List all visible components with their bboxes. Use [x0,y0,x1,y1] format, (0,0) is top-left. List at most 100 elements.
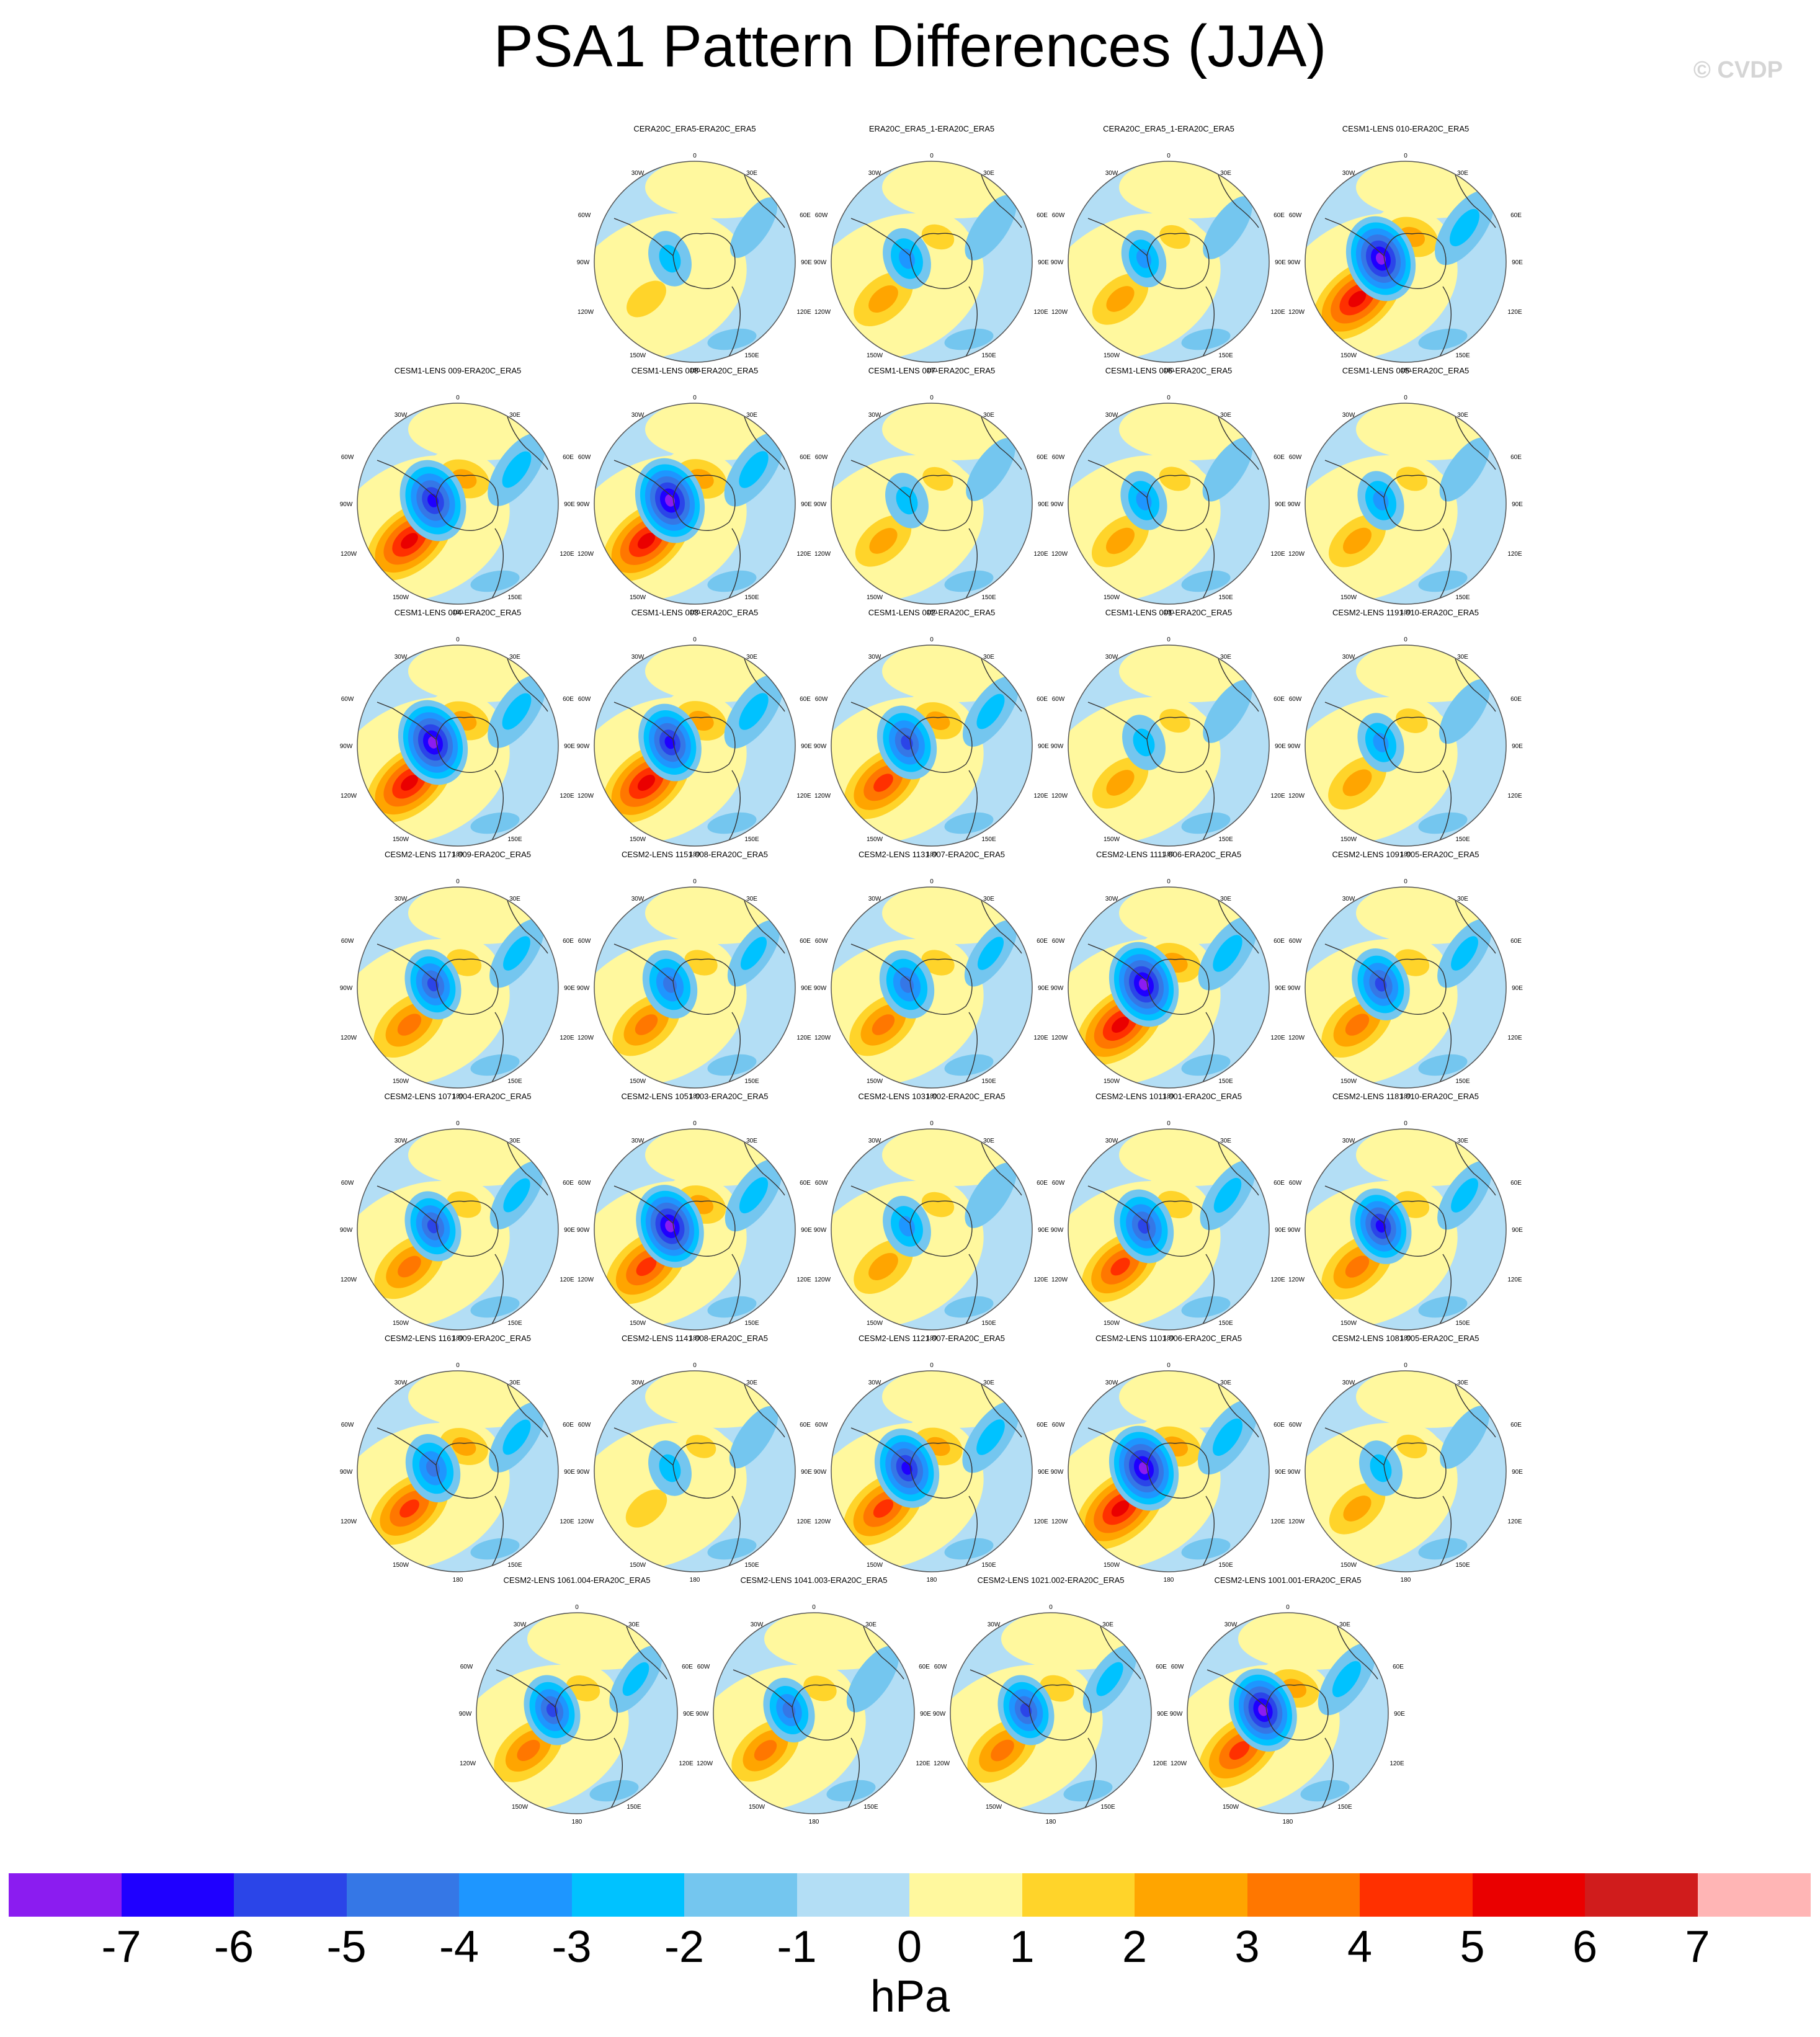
longitude-label: 90E [1038,259,1049,266]
negative-anomaly [1120,471,1167,530]
map-panel-title: CESM1-LENS 003-ERA20C_ERA5 [631,608,759,617]
polar-map: 0 30W 30E 60W 90W 120W 60E 90E 120E 150W 180 150E [1051,394,1286,615]
map-border [594,161,796,363]
longitude-label: 90E [1275,743,1286,750]
longitude-label: 0 [930,1120,934,1127]
negative-anomaly [404,1191,462,1262]
longitude-label: 0 [456,636,460,643]
longitude-label: 150W [393,594,409,601]
longitude-label: 120E [796,1518,811,1525]
longitude-label: 90E [564,1227,575,1234]
longitude-label: 60W [1052,1180,1065,1187]
coastline [1324,658,1496,845]
colorbar-box [459,1873,572,1917]
coastline [850,900,1022,1087]
longitude-label: 120W [814,551,831,558]
longitude-label: 0 [1404,394,1407,401]
colorbar-tick-label: -2 [664,1922,705,1972]
coastline [377,658,548,845]
map-border [594,886,796,1089]
longitude-label: 150E [1455,1320,1470,1327]
colorbar-box [571,1873,685,1917]
longitude-label: 60E [1510,212,1522,219]
longitude-label: 30W [868,654,881,661]
longitude-label: 60E [563,454,574,461]
negative-anomaly [489,919,544,988]
longitude-label: 120W [578,1277,594,1283]
longitude-label: 120W [814,1518,831,1525]
longitude-label: 120W [1051,551,1068,558]
polar-map: 0 30W 30E 60W 90W 120W 60E 90E 120E 150W 180 150E [1051,636,1286,857]
longitude-label: 60W [1052,454,1065,461]
longitude-label: 30E [509,654,520,661]
longitude-label: 60E [682,1664,693,1670]
negative-anomaly [488,433,546,506]
longitude-label: 30E [1220,170,1231,177]
longitude-label: 90W [577,259,590,266]
longitude-label: 60W [578,454,591,461]
longitude-label: 90E [1275,985,1286,992]
longitude-label: 120E [1507,1035,1522,1041]
longitude-label: 150W [867,352,883,359]
map-panel-title: CESM2-LENS 1171.009-ERA20C_ERA5 [384,850,532,859]
map-panel-title: CESM2-LENS 1101.006-ERA20C_ERA5 [1095,1334,1242,1343]
longitude-label: 150W [867,1320,883,1327]
map-panel-title: CESM2-LENS 1161.009-ERA20C_ERA5 [384,1334,532,1343]
longitude-label: 180 [1164,1577,1174,1583]
polar-map: 0 30W 30E 60W 90W 120W 60E 90E 120E 150W 180 150E [340,878,575,1099]
negative-anomaly [589,1780,639,1802]
longitude-label: 90W [340,985,353,992]
longitude-label: 60W [578,1180,591,1187]
longitude-label: 150W [630,594,646,601]
longitude-label: 180 [1046,1819,1056,1825]
longitude-label: 0 [812,1604,816,1611]
negative-anomaly [470,1296,520,1318]
longitude-label: 30E [1220,896,1231,903]
longitude-label: 60W [1171,1664,1184,1670]
negative-anomaly [1181,1296,1231,1318]
longitude-label: 150W [1340,1562,1357,1569]
negative-anomaly [642,950,698,1019]
longitude-label: 180 [1164,1335,1174,1341]
map-panel: CESM2-LENS 1141.008-ERA20C_ERA5 0 30W 30E 60… [577,1334,813,1583]
polar-map: 0 30W 30E 60W 90W 120W 60E 90E 120E 150W 180 150E [577,394,812,615]
map-border [1068,1128,1270,1331]
longitude-label: 150E [627,1804,641,1811]
longitude-label: 120W [814,1277,831,1283]
longitude-label: 30E [983,170,994,177]
map-border [1305,1128,1507,1331]
map-panel-title: CERA20C_ERA5_1-ERA20C_ERA5 [1103,124,1234,133]
longitude-label: 60W [1289,212,1302,219]
colorbar-tick-label: 7 [1685,1922,1710,1972]
polar-map: 0 30W 30E 60W 90W 120W 60E 90E 120E 150W 180 150E [1288,394,1523,615]
longitude-label: 60W [341,696,354,703]
coastline [733,1626,904,1813]
longitude-label: 30W [631,1380,645,1386]
longitude-label: 120W [1288,551,1305,558]
longitude-label: 90E [801,1227,812,1234]
polar-map: 0 30W 30E 60W 90W 120W 60E 90E 120E 150W 180 150E [814,1362,1049,1583]
longitude-label: 120W [1051,1518,1068,1525]
longitude-label: 60E [1274,1422,1285,1429]
longitude-label: 120E [560,551,574,558]
polar-map: 0 30W 30E 60W 90W 120W 60E 90E 120E 150W 180 150E [340,636,575,857]
colorbar-box [684,1873,797,1917]
longitude-label: 30E [746,896,757,903]
map-border [357,1370,559,1572]
positive-anomaly [663,1175,739,1234]
longitude-label: 120E [796,1035,811,1041]
longitude-label: 120E [679,1760,694,1767]
map-panel-title: CESM2-LENS 1181.010-ERA20C_ERA5 [1332,1092,1479,1101]
longitude-label: 120E [916,1760,930,1767]
longitude-label: 0 [930,394,934,401]
longitude-label: 150E [981,352,996,359]
map-panel: CESM1-LENS 003-ERA20C_ERA5 0 30W 30E 60W 90W 1… [577,608,813,857]
longitude-label: 0 [1167,1362,1171,1369]
longitude-label: 150E [1455,1078,1470,1085]
longitude-label: 30W [631,412,645,419]
longitude-label: 150W [867,594,883,601]
longitude-label: 120W [814,309,831,316]
longitude-label: 60E [800,1180,811,1187]
longitude-label: 30E [1457,1138,1468,1144]
longitude-label: 90W [459,1711,472,1718]
